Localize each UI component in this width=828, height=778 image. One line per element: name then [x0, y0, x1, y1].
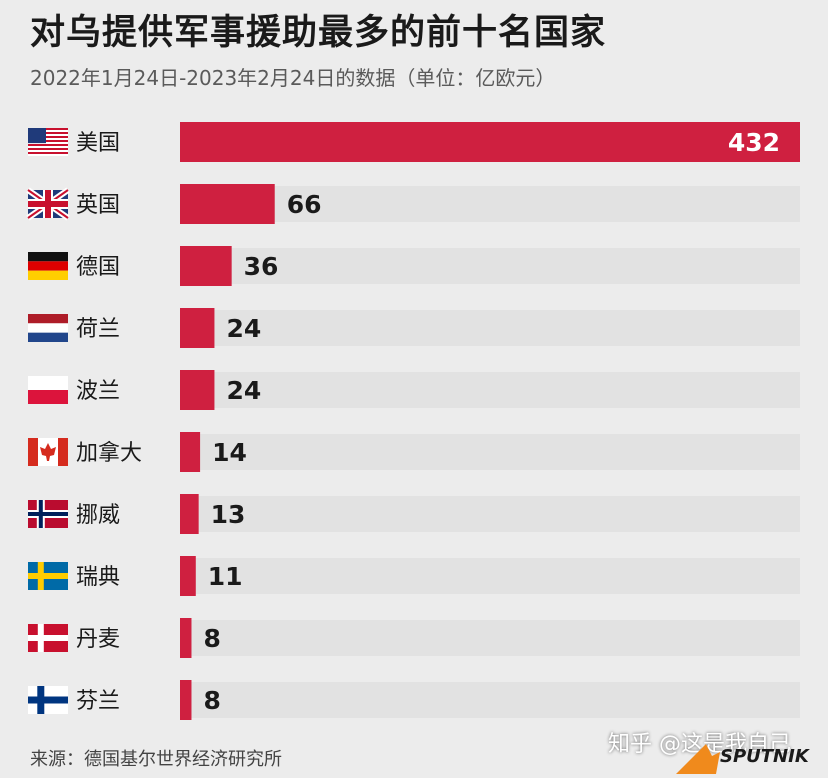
finland-flag-icon	[28, 686, 68, 714]
bar-row: 德国 36	[28, 246, 800, 286]
bar-track	[180, 248, 800, 284]
bar	[180, 618, 192, 658]
sweden-flag-icon	[28, 562, 68, 590]
netherlands-flag-icon	[28, 314, 68, 342]
bar	[180, 370, 215, 410]
bar-track	[180, 186, 800, 222]
value-label: 13	[211, 500, 246, 529]
page-subtitle: 2022年1月24日-2023年2月24日的数据（单位：亿欧元）	[30, 66, 556, 90]
bar-track	[180, 682, 800, 718]
category-label: 美国	[76, 131, 120, 156]
sputnik-logo-icon	[676, 744, 720, 774]
bar-row: 丹麦 8	[28, 618, 800, 658]
bar-row: 英国 66	[26, 184, 800, 224]
bar	[180, 494, 199, 534]
bar	[180, 122, 800, 162]
bar-row: 波兰 24	[28, 370, 800, 410]
canada-flag-icon	[28, 438, 68, 466]
norway-flag-icon	[28, 500, 68, 528]
value-label: 24	[226, 314, 261, 343]
source-note: 来源：德国基尔世界经济研究所	[30, 749, 282, 770]
value-label: 36	[244, 252, 279, 281]
value-label: 66	[287, 190, 322, 219]
category-label: 德国	[76, 255, 120, 280]
germany-flag-icon	[28, 252, 68, 280]
bar-track	[180, 558, 800, 594]
category-label: 挪威	[76, 503, 120, 528]
value-label: 8	[203, 686, 220, 715]
uk-flag-icon	[26, 187, 70, 221]
sputnik-logo-text: SPUTNIK	[720, 746, 809, 767]
bar-track	[180, 372, 800, 408]
bar-row: 瑞典 11	[28, 556, 800, 596]
value-label: 432	[728, 128, 780, 157]
usa-flag-icon	[28, 128, 68, 156]
poland-flag-icon	[28, 376, 68, 404]
page-title: 对乌提供军事援助最多的前十名国家	[30, 13, 607, 53]
denmark-flag-icon	[28, 624, 68, 652]
sputnik-logo: SPUTNIK	[676, 742, 828, 774]
category-label: 加拿大	[76, 440, 142, 466]
value-label: 11	[208, 562, 243, 591]
bar-row: 芬兰 8	[28, 680, 800, 720]
category-label: 英国	[76, 193, 120, 218]
category-label: 芬兰	[76, 689, 120, 714]
bar	[180, 184, 275, 224]
bar-track	[180, 496, 800, 532]
bar	[180, 432, 201, 472]
bar-row: 美国 432	[28, 122, 800, 162]
bar-row: 加拿大 14	[28, 432, 800, 472]
bar	[180, 246, 232, 286]
category-label: 丹麦	[76, 627, 120, 652]
bar-row: 荷兰 24	[28, 308, 800, 348]
bar-track	[180, 620, 800, 656]
bar	[180, 556, 196, 596]
bar-track	[180, 434, 800, 470]
value-label: 14	[212, 438, 247, 467]
category-label: 瑞典	[76, 565, 120, 590]
bar-row: 挪威 13	[28, 494, 800, 534]
category-label: 波兰	[76, 379, 120, 404]
value-label: 8	[203, 624, 220, 653]
bar	[180, 308, 215, 348]
value-label: 24	[226, 376, 261, 405]
bar-track	[180, 310, 800, 346]
bar	[180, 680, 192, 720]
category-label: 荷兰	[76, 317, 120, 342]
